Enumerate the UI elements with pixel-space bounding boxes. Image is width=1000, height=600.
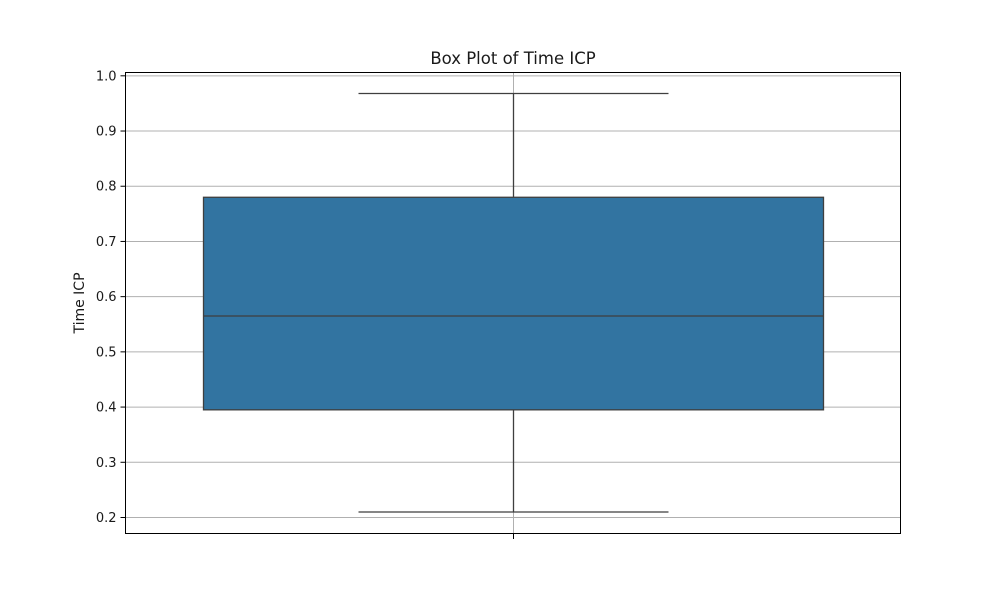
chart-title: Box Plot of Time ICP: [430, 49, 595, 68]
y-tick-label: 0.9: [96, 125, 117, 140]
y-tick-label: 0.6: [96, 290, 117, 305]
y-tick-label: 0.4: [96, 401, 117, 416]
y-tick-label: 1.0: [96, 69, 117, 84]
plot-area-frame: [125, 72, 901, 534]
y-tick-label: 0.2: [96, 511, 117, 526]
y-tick-label: 0.3: [96, 456, 117, 471]
y-tick-label: 0.7: [96, 235, 117, 250]
interquartile-box: [202, 196, 825, 411]
y-axis-title: Time ICP: [72, 272, 88, 334]
y-axis-ticks: 0.2 0.3 0.4 0.5 0.6 0.7 0.8 0.9 1.0: [96, 69, 126, 526]
box-plot: [202, 92, 825, 513]
y-tick-label: 0.8: [96, 180, 117, 195]
y-tick-label: 0.5: [96, 345, 117, 360]
